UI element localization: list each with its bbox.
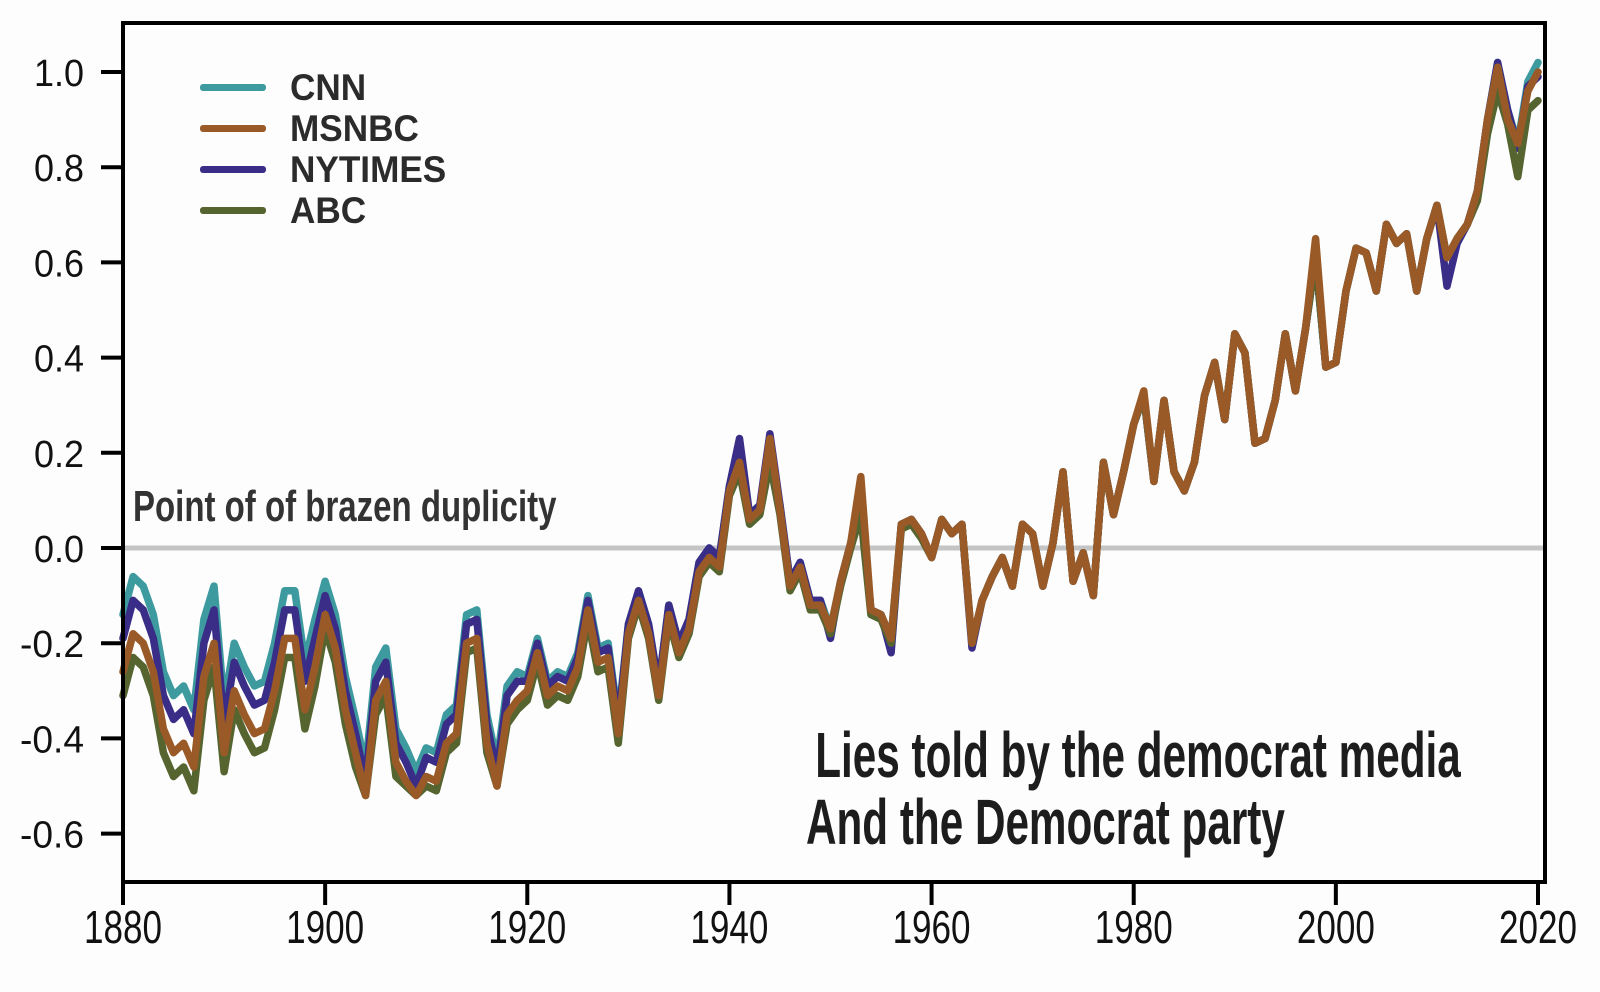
- legend-swatch-msnbc: [200, 125, 266, 132]
- y-tick-label: -0.6: [20, 815, 84, 857]
- x-tick-label: 1960: [893, 901, 971, 953]
- caption-line-1: Lies told by the democrat media: [815, 719, 1461, 791]
- y-tick-label: 1.0: [34, 53, 84, 95]
- legend-label-abc: ABC: [290, 190, 367, 231]
- y-tick-label: -0.4: [20, 719, 84, 761]
- x-tick-label: 1920: [488, 901, 566, 953]
- y-tick-label: 0.6: [34, 243, 84, 285]
- zero-line-annotation: Point of of brazen duplicity: [133, 482, 557, 531]
- x-tick-label: 2020: [1499, 901, 1577, 953]
- legend-swatch-cnn: [200, 84, 266, 91]
- y-tick-label: 0.2: [34, 434, 84, 476]
- series-line-msnbc: [119, 63, 1542, 800]
- legend-item-cnn: CNN: [200, 67, 454, 108]
- legend-swatch-nytimes: [200, 166, 266, 173]
- y-tick-label: 0.8: [34, 148, 84, 190]
- y-tick-label: -0.2: [20, 624, 84, 666]
- legend-label-nytimes: NYTIMES: [290, 149, 447, 190]
- legend-swatch-abc: [200, 207, 266, 214]
- chart-legend: CNN MSNBC NYTIMES ABC: [200, 67, 454, 231]
- legend-label-cnn: CNN: [290, 67, 367, 108]
- caption-line-2: And the Democrat party: [806, 786, 1285, 858]
- y-tick-label: 0.4: [34, 339, 84, 381]
- x-tick-label: 1880: [84, 901, 162, 953]
- x-tick-label: 2000: [1297, 901, 1375, 953]
- x-tick-label: 1900: [286, 901, 364, 953]
- chart-caption: Lies told by the democrat media And the …: [806, 722, 1461, 856]
- legend-label-msnbc: MSNBC: [290, 108, 419, 149]
- legend-item-msnbc: MSNBC: [200, 108, 454, 149]
- x-tick-label: 1940: [690, 901, 768, 953]
- x-tick-label: 1980: [1095, 901, 1173, 953]
- legend-item-nytimes: NYTIMES: [200, 149, 454, 190]
- y-tick-label: 0.0: [34, 529, 84, 571]
- legend-item-abc: ABC: [200, 190, 454, 231]
